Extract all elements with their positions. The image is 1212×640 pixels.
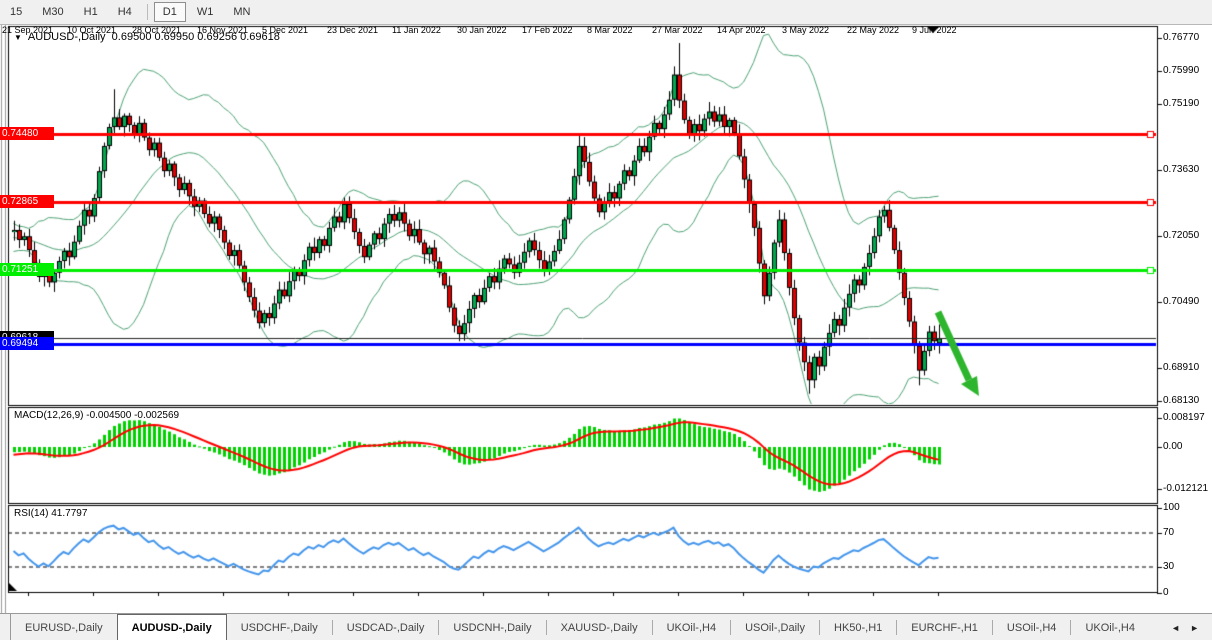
price-scale-tick: 0.68130 (1163, 395, 1200, 406)
tab-scroll-right[interactable]: ► (1190, 622, 1199, 633)
date-axis-label: 16 Nov 2021 (197, 25, 249, 35)
toolbar-separator (146, 4, 148, 20)
rsi-scale-tick: 100 (1163, 502, 1180, 513)
date-axis-label: 23 Dec 2021 (327, 25, 379, 35)
chart-ohlc-values: 0.69500 0.69950 0.69256 0.69618 (111, 31, 280, 43)
tab-separator (438, 620, 440, 635)
chart-tab-xauusd-daily[interactable]: XAUUSD-,Daily (560, 621, 638, 634)
price-tag: 0.74480 (0, 127, 54, 140)
chart-canvas[interactable] (0, 25, 1212, 613)
tab-separator (331, 620, 333, 635)
macd-scale-tick: 0.008197 (1163, 412, 1205, 423)
timeframe-button-w1[interactable]: W1 (196, 6, 214, 18)
price-tag: 0.69494 (0, 337, 54, 350)
date-axis-label: 30 Jan 2022 (457, 25, 507, 35)
rsi-scale-tick: 70 (1163, 527, 1175, 538)
tab-separator (991, 620, 993, 635)
price-scale-tick: 0.72050 (1163, 230, 1200, 241)
macd-label: MACD(12,26,9) -0.004500 -0.002569 (14, 410, 180, 421)
date-axis-label: 5 Dec 2021 (262, 25, 309, 35)
rsi-scale-tick: 30 (1163, 561, 1175, 572)
price-scale-tick: 0.68910 (1163, 362, 1200, 373)
price-scale-tick: 0.73630 (1163, 164, 1200, 175)
tab-separator (730, 620, 732, 635)
tab-separator (545, 620, 547, 635)
price-scale-tick: 0.70490 (1163, 296, 1200, 307)
chart-tab-usoil-daily[interactable]: USOil-,Daily (745, 621, 805, 634)
timeframe-button-m30[interactable]: M30 (42, 6, 64, 18)
price-scale-tick: 0.75990 (1163, 65, 1200, 76)
tab-separator (896, 620, 898, 635)
price-tag: 0.72865 (0, 195, 54, 208)
date-axis-label: 10 Oct 2021 (67, 25, 117, 35)
tab-scroll-left[interactable]: ◄ (1171, 622, 1181, 633)
date-axis-label: 21 Sep 2021 (2, 25, 54, 35)
date-axis-label: 22 May 2022 (847, 25, 900, 35)
chart-tab-ukoil-h4[interactable]: UKOil-,H4 (1085, 621, 1135, 634)
price-scale-tick: 0.76770 (1163, 32, 1200, 43)
chart-tab-eurusd-daily[interactable]: EURUSD-,Daily (25, 621, 103, 634)
chart-tab-bar: EURUSD-,Daily AUDUSD-,Daily USDCHF-,Daily U… (0, 613, 1212, 640)
chart-tab-usdchf-daily[interactable]: USDCHF-,Daily (240, 621, 318, 634)
date-axis-label: 8 Mar 2022 (587, 25, 633, 35)
date-axis-label: 27 Mar 2022 (652, 25, 703, 35)
chart-symbol-label: AUDUSD-,Daily (27, 31, 106, 43)
price-scale-tick: 0.75190 (1163, 98, 1200, 109)
timeframe-button-d1[interactable]: D1 (153, 2, 186, 22)
tab-bar-stub (0, 614, 11, 640)
tab-separator (651, 620, 653, 635)
date-axis-label: 14 Apr 2022 (717, 25, 766, 35)
date-axis-label: 3 May 2022 (782, 25, 830, 35)
timeframe-button-h4[interactable]: H4 (117, 6, 132, 18)
tab-separator (819, 620, 820, 635)
timeframe-button-15[interactable]: 15 (10, 6, 23, 18)
chart-tab-ukoil-h4[interactable]: UKOil-,H4 (666, 621, 717, 634)
chart-tab-hk50-h1[interactable]: HK50-,H1 (834, 621, 883, 634)
chart-tab-usoil-h4[interactable]: USOil-,H4 (1006, 621, 1057, 634)
timeframe-button-h1[interactable]: H1 (83, 6, 98, 18)
rsi-scale-tick: 0 (1163, 587, 1169, 598)
rsi-label: RSI(14) 41.7797 (14, 508, 88, 519)
tab-separator (1070, 620, 1072, 635)
collapse-icon[interactable]: ▼ (14, 33, 22, 42)
macd-scale-tick: -0.012121 (1163, 483, 1209, 494)
chart-tab-usdcnh-daily[interactable]: USDCNH-,Daily (453, 621, 532, 634)
chart-tab-audusd-daily[interactable]: AUDUSD-,Daily (116, 614, 227, 640)
timeframe-button-mn[interactable]: MN (233, 6, 251, 18)
chart-tab-usdcad-daily[interactable]: USDCAD-,Daily (346, 621, 425, 634)
chart-title: ▼ AUDUSD-,Daily 0.69500 0.69950 0.69256 0… (14, 31, 280, 43)
date-axis-label: 9 Jun 2022 (912, 25, 957, 35)
price-tag: 0.71251 (0, 263, 54, 276)
date-axis-label: 28 Oct 2021 (132, 25, 182, 35)
date-axis-label: 17 Feb 2022 (522, 25, 573, 35)
macd-values: -0.004500 -0.002569 (86, 410, 180, 421)
macd-scale-tick: 0.00 (1163, 441, 1183, 452)
chart-tab-eurchf-h1[interactable]: EURCHF-,H1 (911, 621, 978, 634)
timeframe-toolbar: 15 M30 H1 H4 D1 W1 MN (0, 0, 1212, 25)
chart-window: ▼ AUDUSD-,Daily 0.69500 0.69950 0.69256 0… (0, 25, 1212, 613)
date-axis-label: 11 Jan 2022 (392, 25, 441, 35)
